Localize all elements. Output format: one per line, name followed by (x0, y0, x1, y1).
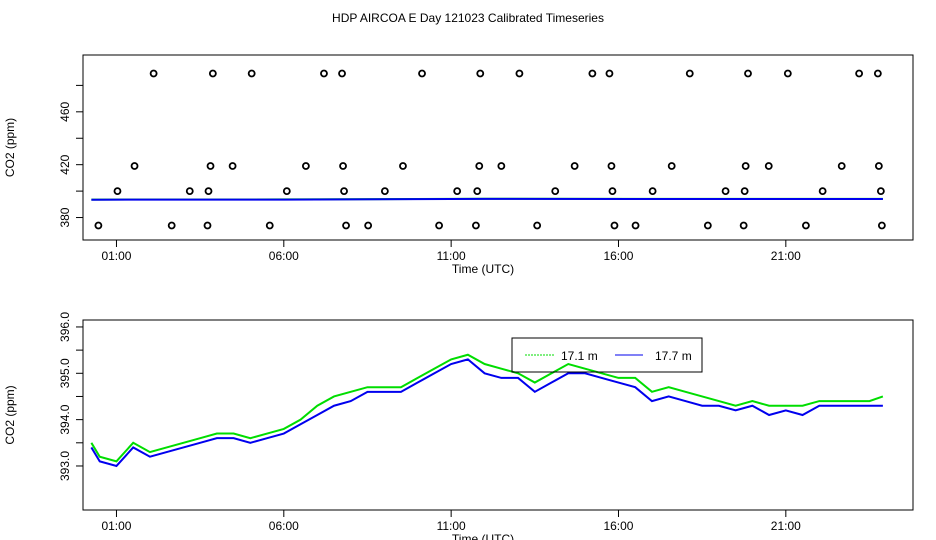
data-point (874, 162, 883, 170)
data-point (149, 69, 158, 78)
data-point (228, 162, 237, 170)
data-point (605, 69, 614, 78)
data-point (265, 221, 274, 230)
x-axis-label: Time (UTC) (452, 532, 514, 540)
data-point (685, 69, 694, 78)
data-point (648, 187, 657, 196)
x-tick-label: 21:00 (771, 249, 801, 263)
y-tick-label: 380 (58, 207, 72, 227)
x-axis-label: Time (UTC) (452, 262, 514, 276)
x-tick-label: 01:00 (101, 519, 131, 533)
series-line-1 (90, 358, 883, 468)
data-point (818, 187, 827, 196)
data-point (837, 162, 846, 170)
data-point (551, 187, 560, 196)
data-point (631, 221, 640, 230)
data-point (740, 187, 749, 196)
data-point (282, 187, 291, 196)
data-point (113, 187, 122, 196)
data-point (588, 69, 597, 78)
data-point (741, 162, 750, 170)
data-point (721, 187, 730, 196)
x-tick-label: 11:00 (437, 519, 466, 533)
data-point (399, 162, 407, 170)
data-point (472, 221, 480, 230)
data-point (204, 187, 213, 196)
y-tick-label: 460 (58, 101, 72, 121)
top-panel: 01:00 06:00 11:00 16:00 21:00 380 420 460 Time (… (3, 54, 914, 276)
data-point (435, 221, 443, 230)
data-point (783, 69, 792, 78)
x-tick-label: 11:00 (437, 249, 466, 263)
legend-box (511, 337, 703, 373)
data-point (497, 162, 506, 170)
data-point (802, 221, 810, 230)
series-line-1 (91, 197, 883, 201)
data-point (855, 69, 864, 78)
data-point (340, 187, 348, 196)
data-point (515, 69, 524, 78)
series-line-0 (90, 353, 884, 463)
data-point (206, 162, 215, 170)
data-point (764, 162, 773, 170)
data-point (338, 69, 346, 78)
legend-label: 17.1 m (561, 349, 598, 363)
data-point (203, 221, 212, 230)
x-tick-label: 01:00 (101, 249, 131, 263)
data-point (877, 221, 886, 230)
plot-frame (82, 319, 914, 511)
data-point (453, 187, 462, 196)
data-point (418, 69, 426, 78)
data-point (475, 162, 484, 170)
x-tick-label: 16:00 (603, 519, 633, 533)
data-point (94, 221, 103, 230)
legend-label: 17.7 m (655, 349, 692, 363)
data-point (533, 221, 542, 230)
x-tick-label: 16:00 (603, 249, 633, 263)
data-point (873, 69, 882, 78)
y-axis-label: CO2 (ppm) (3, 118, 17, 177)
data-point (130, 162, 139, 170)
plot-frame (82, 54, 914, 241)
data-point (301, 162, 310, 170)
data-point (570, 162, 579, 170)
x-tick-label: 06:00 (269, 519, 299, 533)
data-point (167, 221, 176, 230)
x-tick-label: 06:00 (269, 249, 299, 263)
bottom-panel: 01:00 06:00 11:00 16:00 21:00 393.0 394.0 395.0… (3, 312, 914, 540)
data-point (247, 69, 256, 78)
data-point (744, 69, 752, 78)
data-point (608, 187, 617, 196)
data-point (208, 69, 217, 78)
figure-title: HDP AIRCOA E Day 121023 Calibrated Times… (332, 11, 604, 25)
data-point (876, 187, 885, 196)
y-tick-label: 420 (58, 154, 72, 174)
data-point (380, 187, 389, 196)
y-tick-label: 393.0 (58, 451, 72, 481)
x-tick-label: 21:00 (771, 519, 801, 533)
y-tick-label: 395.0 (58, 358, 72, 388)
y-tick-label: 396.0 (58, 312, 72, 342)
y-axis-label: CO2 (ppm) (3, 385, 17, 444)
y-tick-label: 394.0 (58, 404, 72, 434)
data-point (476, 69, 485, 78)
data-point (342, 221, 350, 230)
data-point (610, 221, 619, 230)
data-point (607, 162, 616, 170)
data-point (739, 221, 748, 230)
data-point (339, 162, 347, 170)
data-point (320, 69, 328, 78)
data-point (703, 221, 712, 230)
legend: 17.1 m 17.7 m (511, 337, 703, 373)
data-point (473, 187, 482, 196)
data-point (364, 221, 373, 230)
data-point (185, 187, 194, 196)
data-point (667, 162, 676, 170)
